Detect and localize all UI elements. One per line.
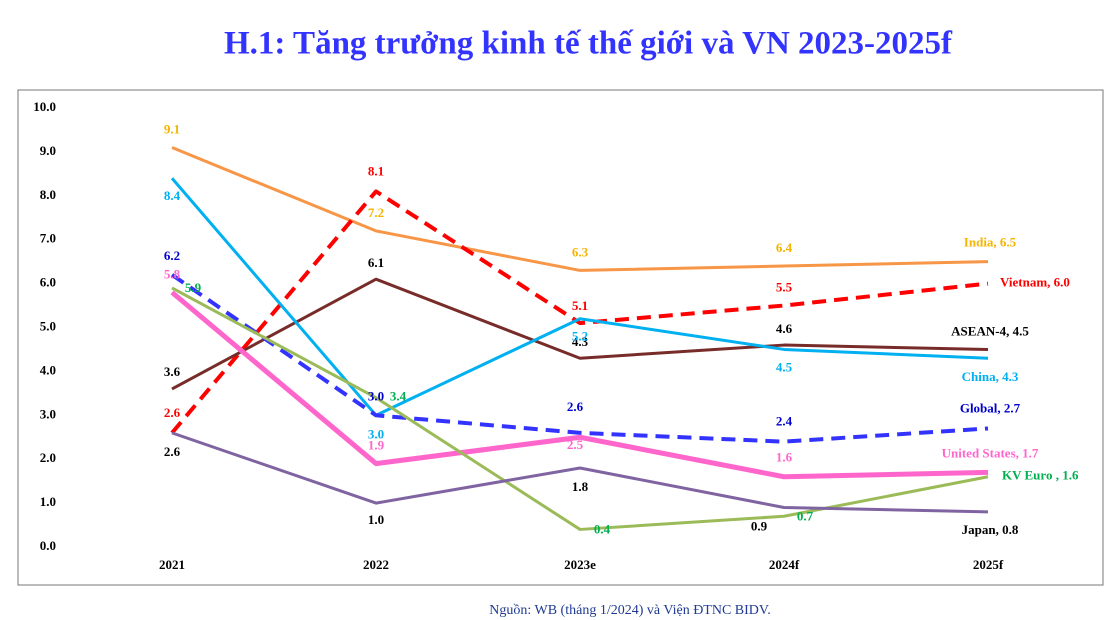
series-line xyxy=(171,146,989,272)
data-label: 5.1 xyxy=(572,298,588,313)
data-label: 5.5 xyxy=(776,280,793,295)
data-label: 1.8 xyxy=(572,479,589,494)
y-tick-label: 10.0 xyxy=(33,99,56,114)
data-label: 6.2 xyxy=(164,248,180,263)
data-label: ASEAN-4, 4.5 xyxy=(951,323,1029,338)
plot-frame xyxy=(17,89,1104,586)
data-label: 4.3 xyxy=(572,334,589,349)
data-label: 0.4 xyxy=(594,521,611,536)
data-label: 0.9 xyxy=(751,518,768,533)
data-label: China, 4.3 xyxy=(962,369,1019,384)
chart-title: H.1: Tăng trưởng kinh tế thế giới và VN … xyxy=(224,26,953,62)
y-tick-label: 2.0 xyxy=(40,450,56,465)
data-label: 3.6 xyxy=(164,364,181,379)
data-label: KV Euro , 1.6 xyxy=(1002,468,1079,483)
data-label: United States, 1.7 xyxy=(942,445,1039,460)
y-tick-label: 1.0 xyxy=(40,494,56,509)
data-label: 2.6 xyxy=(164,405,181,420)
series-line xyxy=(171,431,989,514)
data-label: 7.2 xyxy=(368,205,384,220)
data-label: 1.6 xyxy=(776,450,793,465)
series-line xyxy=(170,273,989,444)
y-tick-label: 8.0 xyxy=(40,187,56,202)
y-tick-label: 9.0 xyxy=(40,143,56,158)
y-tick-label: 5.0 xyxy=(40,318,56,333)
data-label: 6.3 xyxy=(572,244,589,259)
data-label: 5.2 xyxy=(572,329,588,344)
data-label: India, 6.5 xyxy=(964,235,1017,250)
y-tick-label: 7.0 xyxy=(40,231,56,246)
data-label: 1.9 xyxy=(368,438,385,453)
data-label: 2.6 xyxy=(567,399,584,414)
y-tick-label: 3.0 xyxy=(40,406,56,421)
y-tick-label: 4.0 xyxy=(40,362,56,377)
data-label: 2.5 xyxy=(567,437,584,452)
data-label: 3.4 xyxy=(390,389,407,404)
y-tick-label: 0.0 xyxy=(40,538,56,553)
data-label: 3.0 xyxy=(368,388,384,403)
data-label: 4.6 xyxy=(776,321,793,336)
x-tick-label: 2025f xyxy=(973,557,1004,572)
data-label: 6.1 xyxy=(368,255,384,270)
x-tick-label: 2024f xyxy=(769,557,800,572)
data-label: 8.4 xyxy=(164,188,181,203)
data-label: 3.0 xyxy=(368,426,384,441)
data-label: 2.4 xyxy=(776,414,793,429)
source: Nguồn: WB (tháng 1/2024) và Viện ĐTNC BI… xyxy=(489,603,770,618)
series-line xyxy=(171,277,989,391)
data-label: 0.7 xyxy=(797,508,814,523)
data-label: 2.6 xyxy=(164,444,181,459)
data-label: Global, 2.7 xyxy=(960,400,1021,415)
data-label: 9.1 xyxy=(164,121,180,136)
data-label: 4.5 xyxy=(776,359,793,374)
data-label: Vietnam, 6.0 xyxy=(1000,275,1070,290)
x-tick-label: 2022 xyxy=(363,557,389,572)
data-label: 8.1 xyxy=(368,163,384,178)
y-tick-label: 6.0 xyxy=(40,275,56,290)
data-label: 1.0 xyxy=(368,512,384,527)
series-line xyxy=(170,177,989,417)
data-label: 6.4 xyxy=(776,240,793,255)
series-line xyxy=(171,286,989,531)
data-label: 5.8 xyxy=(164,266,181,281)
data-label: 5.9 xyxy=(185,280,202,295)
data-label: Japan, 0.8 xyxy=(962,522,1019,537)
series-line xyxy=(170,290,989,480)
series-line xyxy=(170,189,989,435)
x-tick-label: 2021 xyxy=(159,557,185,572)
x-tick-label: 2023e xyxy=(564,557,596,572)
